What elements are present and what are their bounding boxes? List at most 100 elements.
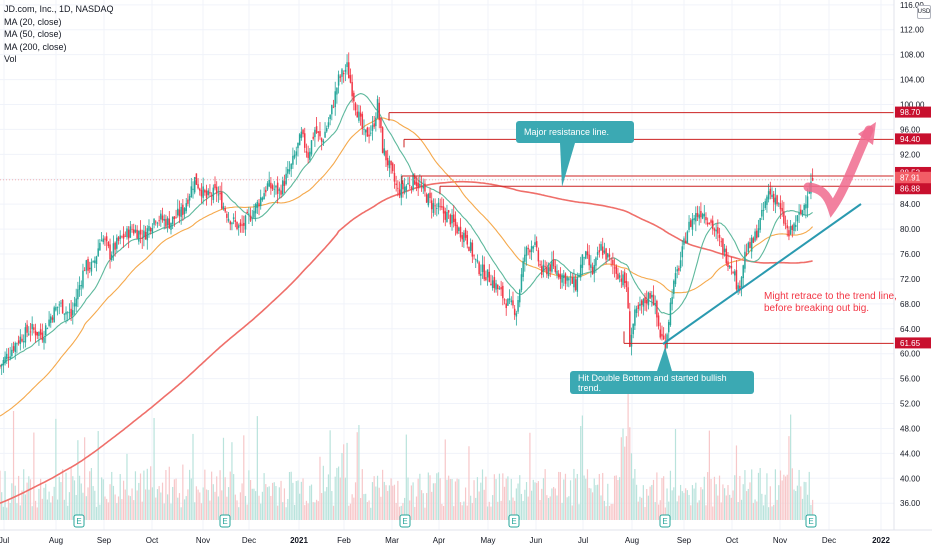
candle-body bbox=[297, 142, 299, 149]
price-badge bbox=[895, 133, 931, 145]
volume-bar bbox=[58, 476, 60, 520]
candle-body bbox=[119, 235, 121, 239]
candle-body bbox=[78, 285, 81, 290]
candle-body bbox=[278, 189, 281, 191]
resistance-callout[interactable]: Major resistance line. bbox=[516, 121, 634, 143]
price-axis[interactable]: 116.00 112.00 108.00 104.00 100.00 96.00 92.00… bbox=[893, 0, 932, 530]
candle-body bbox=[6, 353, 8, 360]
volume-bar bbox=[627, 379, 629, 520]
candle-body bbox=[613, 267, 616, 269]
candle-body bbox=[22, 341, 25, 343]
trend-callout[interactable]: Hit Double Bottom and started bullish tr… bbox=[570, 371, 754, 394]
volume-bar bbox=[566, 497, 568, 520]
candle-body bbox=[342, 72, 345, 75]
candle-body bbox=[441, 206, 443, 208]
candle-body bbox=[187, 199, 189, 204]
volume-bar bbox=[773, 504, 775, 520]
projection-path bbox=[803, 125, 874, 218]
retrace-note[interactable]: Might retrace to the trend line, before … bbox=[764, 291, 897, 315]
volume-bar bbox=[398, 506, 401, 520]
candle-body bbox=[92, 261, 94, 262]
volume-bar bbox=[360, 498, 362, 520]
volume-bar bbox=[784, 476, 787, 520]
candle-body bbox=[349, 75, 352, 83]
candle-body bbox=[708, 222, 711, 224]
candle-body bbox=[713, 228, 716, 231]
candle-body bbox=[700, 211, 702, 218]
volume-bar bbox=[99, 504, 101, 520]
volume-bar bbox=[226, 496, 228, 520]
volume-bar bbox=[270, 495, 272, 520]
candle-body bbox=[19, 336, 22, 344]
volume-legend[interactable]: Vol bbox=[4, 54, 17, 64]
candle-body bbox=[503, 299, 506, 301]
volume-bar bbox=[172, 486, 174, 520]
volume-bar bbox=[156, 489, 159, 520]
candle-body bbox=[662, 335, 665, 340]
price-tick-label: 56.00 bbox=[900, 375, 921, 384]
symbol-title[interactable]: JD.com, Inc., 1D, NASDAQ bbox=[4, 4, 114, 14]
time-axis[interactable]: Jul Aug Sep Oct Nov Dec 2021 Feb Mar Apr May Jun Jul… bbox=[0, 529, 932, 550]
candle-body bbox=[691, 219, 694, 230]
volume-bar bbox=[483, 489, 485, 520]
candle-body bbox=[161, 215, 164, 221]
candle-body bbox=[591, 266, 594, 275]
volume-bar bbox=[553, 486, 555, 520]
drawings[interactable] bbox=[0, 112, 894, 371]
candle-body bbox=[667, 322, 670, 333]
volume-bar bbox=[625, 436, 628, 520]
volume-bar bbox=[29, 479, 32, 520]
volume-bar bbox=[161, 482, 164, 520]
candle-body bbox=[756, 230, 758, 239]
volume-bar bbox=[80, 483, 82, 520]
candle-body bbox=[642, 298, 645, 307]
volume-bar bbox=[295, 481, 297, 520]
volume-bar bbox=[652, 479, 655, 520]
candle-body bbox=[446, 212, 448, 223]
candle-body bbox=[549, 264, 551, 272]
volume-bar bbox=[197, 489, 199, 520]
candle-body bbox=[496, 284, 499, 290]
candle-body bbox=[231, 222, 233, 225]
ma20-legend[interactable]: MA (20, close) bbox=[4, 16, 62, 27]
candle-body bbox=[132, 229, 135, 234]
volume-bar bbox=[685, 488, 687, 520]
volume-bar bbox=[265, 484, 267, 520]
candle-body bbox=[354, 103, 357, 111]
candle-body bbox=[77, 289, 79, 300]
candle-body bbox=[673, 280, 675, 295]
volume-bar bbox=[170, 503, 172, 520]
volume-bar bbox=[576, 473, 578, 520]
candle-body bbox=[122, 233, 125, 239]
candle-body bbox=[341, 69, 343, 77]
volume-bar bbox=[387, 490, 389, 520]
volume-bar bbox=[593, 478, 595, 520]
candle-body bbox=[83, 270, 86, 272]
volume-bar bbox=[366, 502, 368, 520]
candle-body bbox=[757, 228, 760, 238]
candle-body bbox=[114, 242, 116, 250]
volume-bar bbox=[383, 481, 385, 520]
ma200-legend[interactable]: MA (200, close) bbox=[4, 41, 67, 52]
candle-body bbox=[227, 218, 230, 221]
candle-body bbox=[784, 223, 787, 225]
volume-bar bbox=[205, 489, 208, 520]
volume-bar bbox=[407, 477, 409, 520]
candle-body bbox=[703, 213, 706, 217]
ma50-legend[interactable]: MA (50, close) bbox=[4, 29, 62, 39]
volume-bar bbox=[610, 503, 612, 520]
candle-body bbox=[88, 267, 91, 270]
candle-body bbox=[214, 184, 216, 189]
candle-body bbox=[327, 122, 330, 127]
candle-body bbox=[136, 229, 138, 239]
earnings-marker bbox=[399, 514, 411, 528]
currency-badge[interactable]: USD bbox=[917, 5, 931, 19]
candle-body bbox=[319, 131, 321, 137]
volume-bar bbox=[532, 479, 534, 520]
candle-body bbox=[415, 181, 418, 187]
candle-body bbox=[393, 172, 396, 182]
candle-body bbox=[124, 235, 127, 237]
volume-bar bbox=[796, 485, 799, 520]
